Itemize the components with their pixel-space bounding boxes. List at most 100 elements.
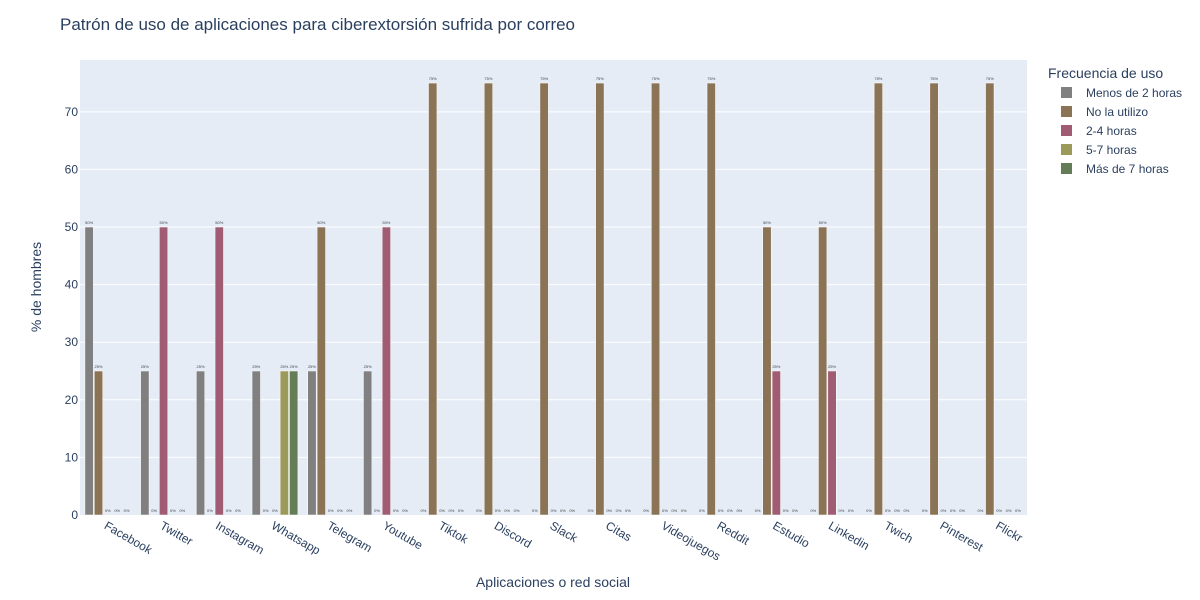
x-tick-label: Discord — [492, 518, 534, 550]
bar-data-label: 0% — [263, 508, 269, 513]
y-tick-label: 10 — [65, 450, 79, 464]
bar — [94, 370, 103, 516]
bar — [316, 226, 326, 516]
bar-data-label: 0% — [848, 508, 854, 513]
bar-data-label: 0% — [866, 508, 872, 513]
bar-data-label: 0% — [374, 508, 380, 513]
x-tick-label: Reddit — [715, 518, 753, 548]
bar-data-label: 0% — [996, 508, 1002, 513]
bar-data-label: 75% — [874, 76, 882, 81]
bar-data-label: 50% — [317, 220, 325, 225]
bar-data-label: 25% — [280, 364, 288, 369]
bar-data-label: 75% — [429, 76, 437, 81]
bar-data-label: 0% — [420, 508, 426, 513]
bar-data-label: 75% — [540, 76, 548, 81]
bar-data-label: 0% — [736, 508, 742, 513]
bar-data-label: 0% — [643, 508, 649, 513]
bar-data-label: 0% — [606, 508, 612, 513]
bar-data-label: 0% — [755, 508, 761, 513]
x-tick-label: Tiktok — [436, 518, 471, 546]
bar-data-label: 50% — [160, 220, 168, 225]
bar-data-label: 0% — [885, 508, 891, 513]
y-axis-ticks: 0 10 20 30 40 50 60 70 — [65, 105, 79, 522]
legend-title: Frecuencia de uso — [1048, 65, 1163, 81]
plot-area — [80, 60, 1027, 515]
bar-data-label: 0% — [402, 508, 408, 513]
bar-data-label: 50% — [215, 220, 223, 225]
bar-data-label: 25% — [828, 364, 836, 369]
bar-data-label: 25% — [94, 364, 102, 369]
legend-swatch — [1061, 125, 1072, 136]
bar-data-label: 0% — [170, 508, 176, 513]
bar — [363, 370, 373, 516]
y-tick-label: 40 — [65, 278, 79, 292]
bar-data-label: 25% — [252, 364, 260, 369]
bar-data-label: 0% — [588, 508, 594, 513]
bar — [483, 82, 493, 516]
x-tick-label: Videojuegos — [659, 518, 723, 563]
bar-data-label: 0% — [151, 508, 157, 513]
bar — [827, 370, 837, 516]
bar-data-label: 0% — [458, 508, 464, 513]
x-axis-title: Aplicaciones o red social — [476, 574, 630, 590]
bar-data-label: 0% — [894, 508, 900, 513]
bar — [381, 226, 391, 516]
y-axis-title: % de hombres — [28, 242, 44, 332]
bar-data-label: 75% — [652, 76, 660, 81]
bar — [706, 82, 716, 516]
x-tick-label: Pinterest — [937, 518, 986, 554]
legend-swatch — [1061, 87, 1072, 98]
bar-data-label: 50% — [819, 220, 827, 225]
x-axis-ticks: Facebook Twitter Instagram Whatsapp Telegram… — [102, 518, 1025, 563]
bar-data-label: 0% — [179, 508, 185, 513]
y-tick-label: 30 — [65, 335, 79, 349]
bar-data-label: 0% — [449, 508, 455, 513]
legend-item-label[interactable]: No la utilizo — [1086, 105, 1148, 119]
bar-data-label: 75% — [930, 76, 938, 81]
bar — [279, 370, 289, 516]
legend-item-label[interactable]: 5-7 horas — [1086, 143, 1137, 157]
bar — [818, 226, 828, 516]
y-tick-label: 0 — [71, 508, 78, 522]
bar-data-label: 0% — [569, 508, 575, 513]
bar-data-label: 0% — [1006, 508, 1012, 513]
bar-data-label: 75% — [707, 76, 715, 81]
bar-data-label: 0% — [532, 508, 538, 513]
bar — [307, 370, 317, 516]
bar — [289, 370, 299, 516]
legend-item-label[interactable]: 2-4 horas — [1086, 124, 1137, 138]
x-tick-label: Whatsapp — [269, 518, 323, 557]
bar-data-label: 0% — [393, 508, 399, 513]
bar-data-label: 75% — [484, 76, 492, 81]
bar-data-label: 0% — [560, 508, 566, 513]
legend-item-label[interactable]: Más de 7 horas — [1086, 162, 1169, 176]
bar-data-label: 0% — [1015, 508, 1021, 513]
bar-data-label: 0% — [922, 508, 928, 513]
bar-data-label: 50% — [382, 220, 390, 225]
x-tick-label: Instagram — [213, 518, 266, 557]
bar-data-label: 0% — [950, 508, 956, 513]
bar-data-label: 0% — [347, 508, 353, 513]
bar — [428, 82, 438, 516]
x-tick-label: Flickr — [993, 518, 1025, 544]
x-tick-label: Youtube — [380, 518, 425, 552]
y-tick-label: 20 — [65, 393, 79, 407]
bar-data-label: 0% — [959, 508, 965, 513]
x-tick-label: Citas — [603, 518, 634, 544]
bar-data-label: 0% — [810, 508, 816, 513]
x-tick-label: Estudio — [770, 518, 812, 550]
bar-data-label: 50% — [763, 220, 771, 225]
bar-data-label: 0% — [235, 508, 241, 513]
bar — [214, 226, 224, 516]
bar-data-label: 0% — [904, 508, 910, 513]
x-tick-label: Telegram — [325, 518, 375, 555]
legend-swatch — [1061, 106, 1072, 117]
bar-data-label: 50% — [85, 220, 93, 225]
bar-data-label: 0% — [337, 508, 343, 513]
bar-data-label: 0% — [838, 508, 844, 513]
bar-data-label: 0% — [226, 508, 232, 513]
bar — [985, 82, 995, 516]
legend-item-label[interactable]: Menos de 2 horas — [1086, 86, 1182, 100]
bar — [595, 82, 605, 516]
bar — [539, 82, 549, 516]
